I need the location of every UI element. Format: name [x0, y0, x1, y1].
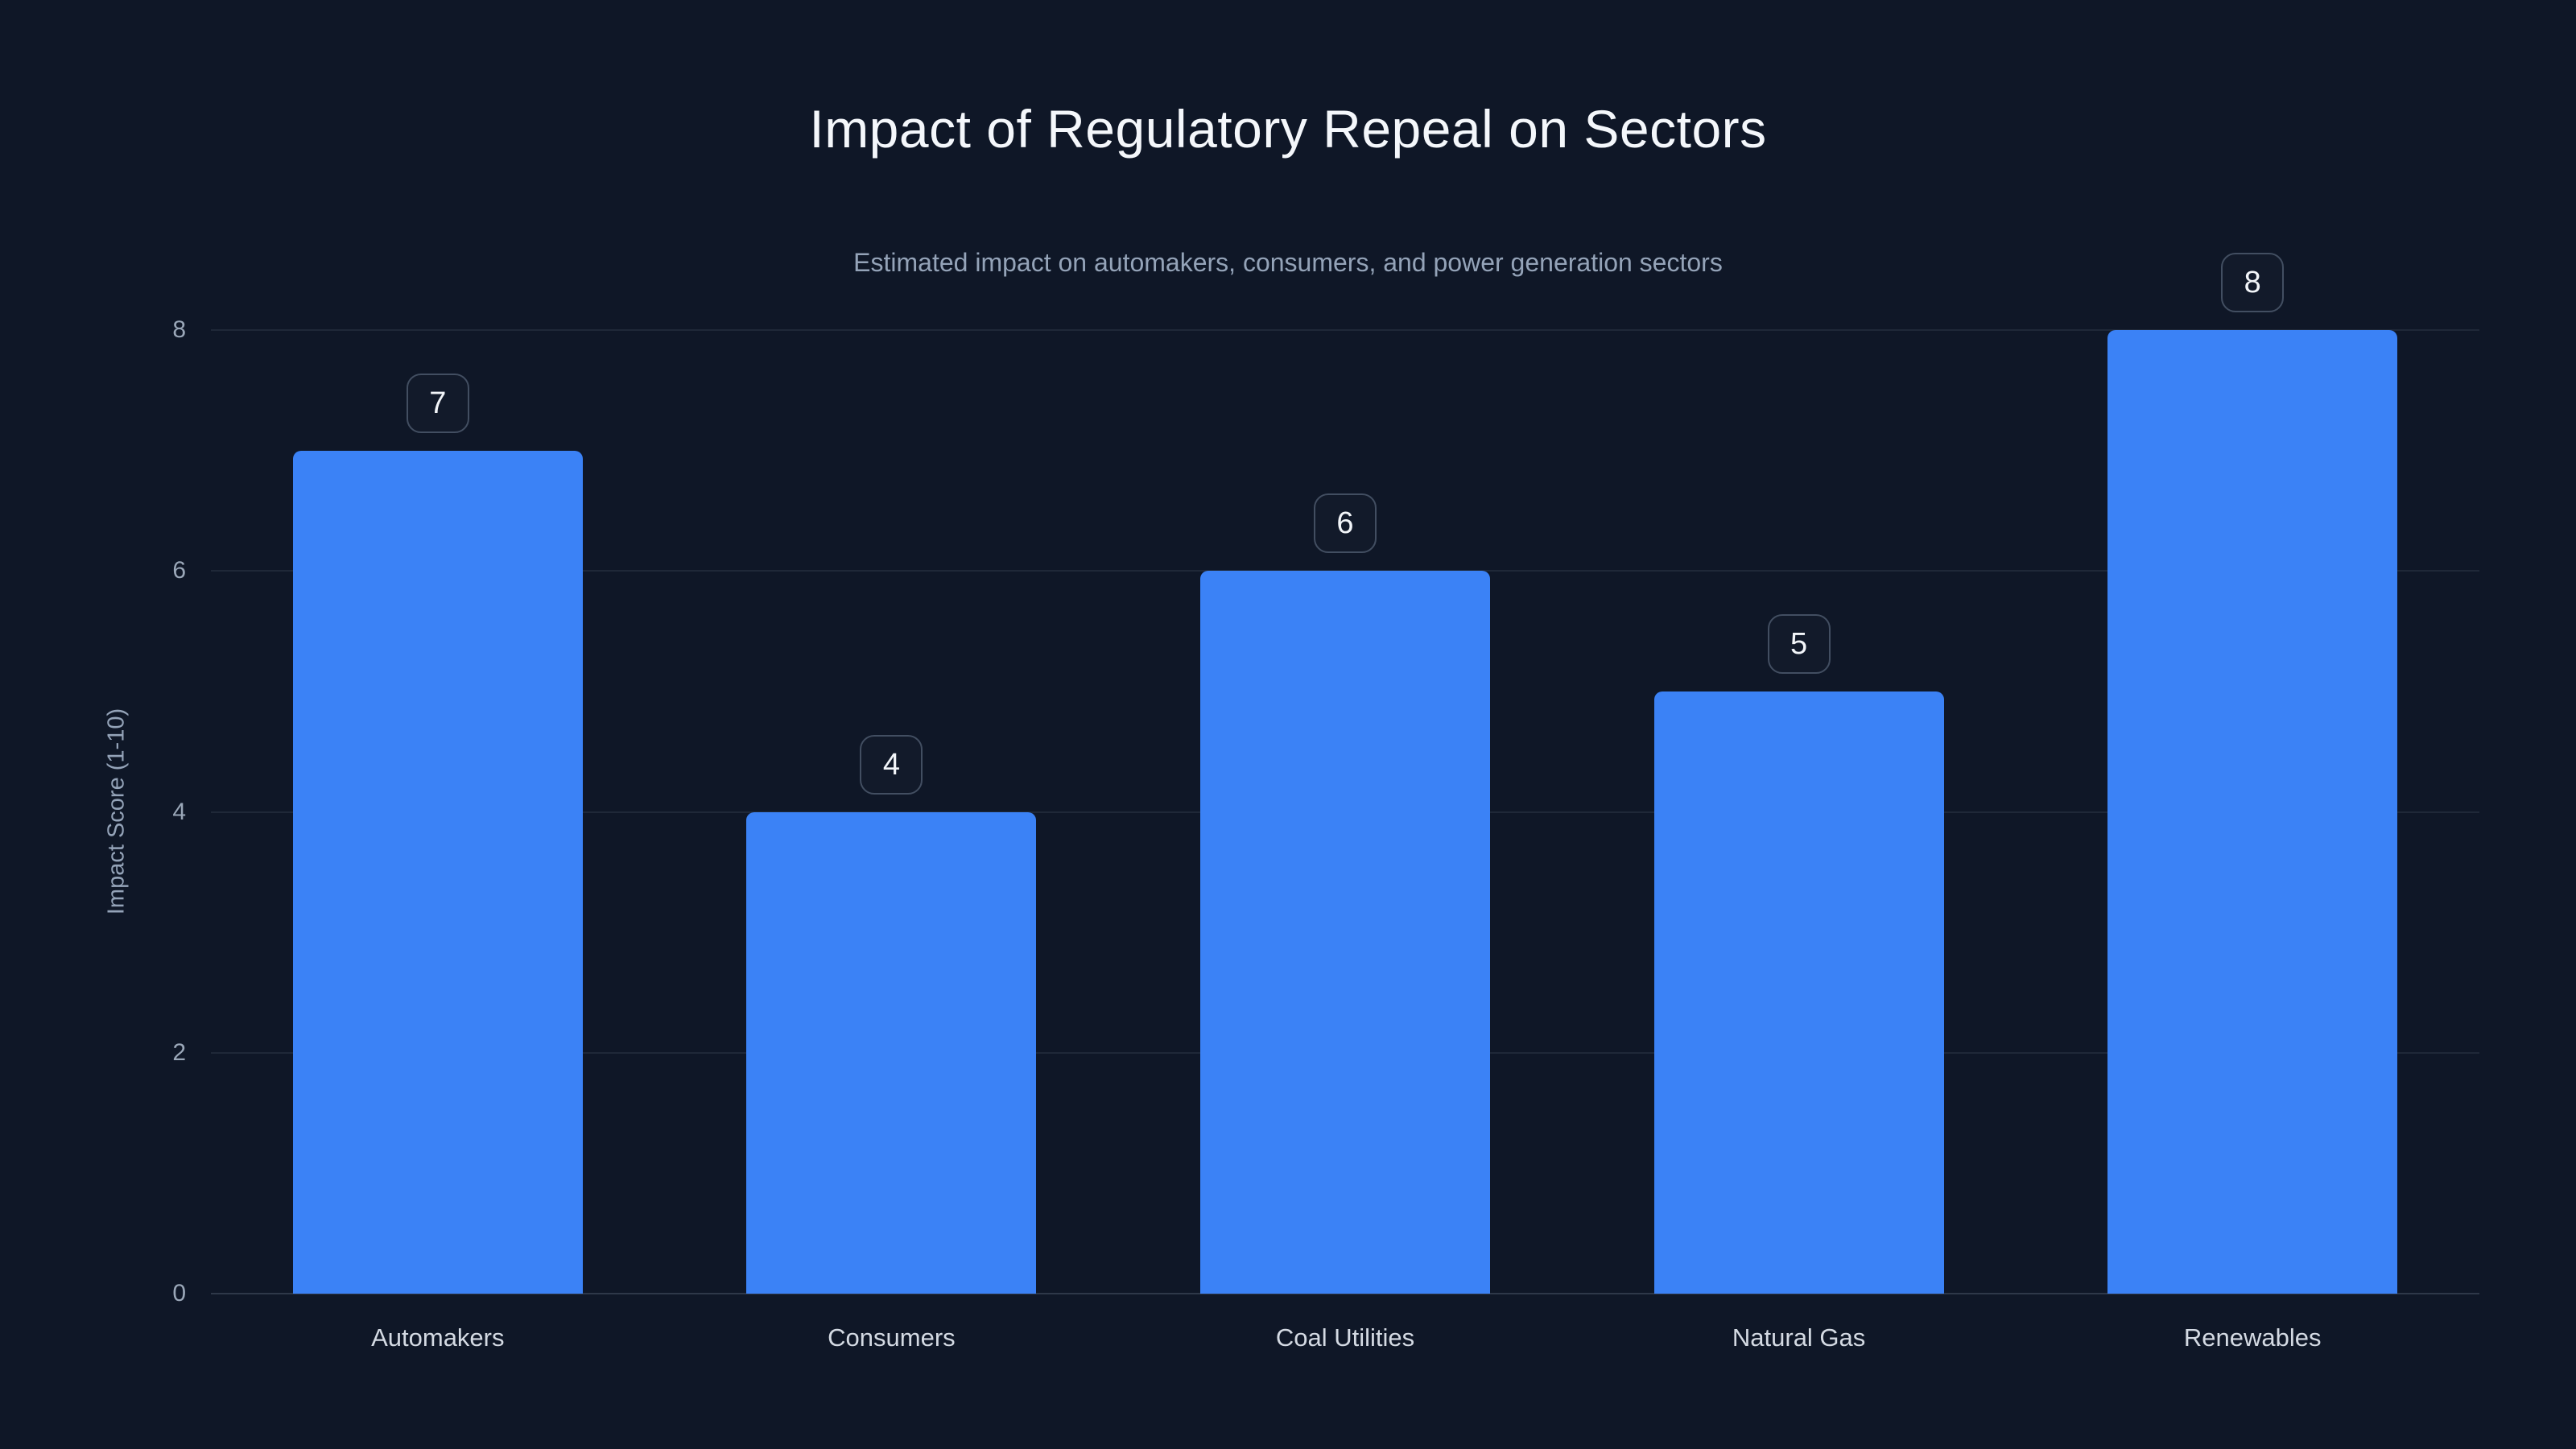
- bar-coal-utilities[interactable]: [1200, 571, 1490, 1294]
- x-axis-label-natural-gas: Natural Gas: [1732, 1323, 1866, 1352]
- gridline-8: [211, 329, 2479, 331]
- y-tick-label-4: 4: [172, 798, 186, 825]
- value-badge-coal-utilities: 6: [1314, 493, 1377, 554]
- y-tick-label-2: 2: [172, 1038, 186, 1066]
- y-tick-label-8: 8: [172, 316, 186, 343]
- bar-consumers[interactable]: [746, 811, 1037, 1294]
- y-tick-label-6: 6: [172, 557, 186, 584]
- value-label-consumers: 4: [882, 747, 900, 782]
- x-axis-label-automakers: Automakers: [371, 1323, 505, 1352]
- chart-title: Impact of Regulatory Repeal on Sectors: [809, 99, 1767, 159]
- value-label-automakers: 7: [429, 386, 447, 420]
- value-label-natural-gas: 5: [1790, 626, 1808, 661]
- x-axis-label-renewables: Renewables: [2183, 1323, 2322, 1352]
- bar-renewables[interactable]: [2107, 330, 2398, 1294]
- value-label-renewables: 8: [2244, 266, 2261, 299]
- bar-automakers[interactable]: [292, 450, 583, 1294]
- y-tick-label-0: 0: [172, 1280, 186, 1307]
- x-axis-baseline: [211, 1293, 2479, 1294]
- value-badge-natural-gas: 5: [1767, 613, 1831, 674]
- chart-subtitle: Estimated impact on automakers, consumer…: [853, 248, 1723, 277]
- x-axis-label-consumers: Consumers: [828, 1323, 956, 1352]
- x-axis-label-coal-utilities: Coal Utilities: [1275, 1323, 1415, 1352]
- value-badge-renewables: 8: [2221, 253, 2285, 312]
- bar-natural-gas[interactable]: [1653, 691, 1944, 1294]
- value-label-coal-utilities: 6: [1336, 506, 1354, 541]
- value-badge-automakers: 7: [406, 373, 469, 433]
- value-badge-consumers: 4: [860, 734, 923, 795]
